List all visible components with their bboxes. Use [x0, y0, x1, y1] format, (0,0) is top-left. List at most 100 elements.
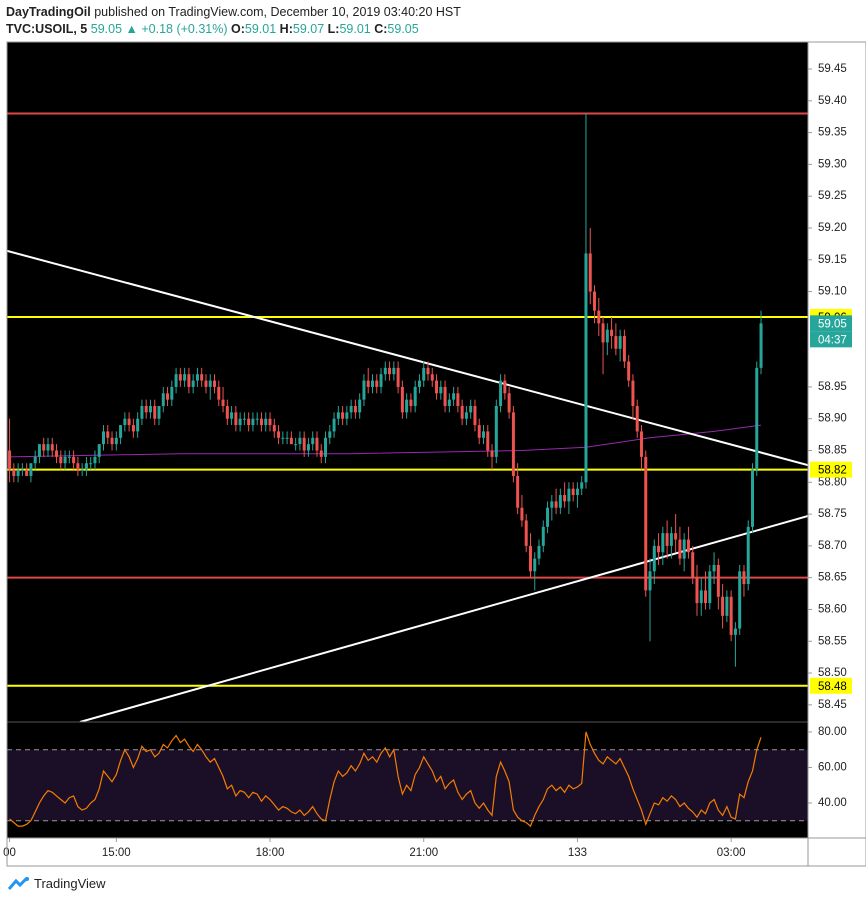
- candle-body: [482, 431, 486, 438]
- candle-body: [37, 444, 41, 457]
- candle-body: [541, 526, 545, 546]
- candle-body: [631, 380, 635, 407]
- candle-body: [200, 374, 204, 381]
- candle-body: [272, 425, 276, 432]
- candle-body: [601, 323, 605, 343]
- candle-body: [721, 596, 725, 616]
- candle-body: [251, 418, 255, 426]
- candle-body: [114, 437, 118, 445]
- candle-body: [464, 412, 468, 419]
- x-tick-label: 21:00: [409, 847, 438, 859]
- ohlc-value: 59.07: [292, 22, 325, 36]
- brand: TradingView: [34, 876, 106, 891]
- published: published on TradingView.com, December 1…: [94, 5, 461, 19]
- candle-body: [584, 253, 588, 483]
- last-price-label: 59.05: [818, 318, 847, 330]
- ohlc-label: C:: [374, 22, 388, 36]
- candle-body: [183, 374, 187, 381]
- candle-body: [558, 495, 562, 508]
- candle-body: [225, 406, 229, 419]
- candle-body: [580, 482, 584, 489]
- candle-body: [157, 406, 161, 419]
- candle-body: [153, 406, 157, 419]
- countdown-label: 04:37: [818, 334, 847, 346]
- candle-body: [456, 393, 460, 407]
- candle-body: [674, 533, 678, 540]
- y-tick-label: 59.45: [818, 63, 847, 75]
- candle-body: [447, 399, 451, 407]
- candle-body: [597, 310, 601, 324]
- candle-body: [708, 571, 712, 604]
- candle-body: [417, 380, 421, 387]
- candle-body: [136, 418, 140, 432]
- candle-body: [93, 456, 97, 464]
- candle-body: [588, 253, 592, 292]
- candle-body: [76, 463, 80, 470]
- candle-body: [644, 456, 648, 591]
- candle-body: [80, 469, 84, 471]
- x-tick-label: 133: [568, 847, 587, 859]
- candle-body: [285, 437, 289, 439]
- candle-body: [119, 425, 123, 438]
- candle-body: [332, 418, 336, 432]
- candle-body: [29, 463, 33, 476]
- level-badge: [810, 677, 852, 694]
- candle-body: [388, 367, 392, 375]
- rsi-band: [7, 749, 808, 821]
- candle-body: [729, 596, 733, 635]
- candle-body: [469, 406, 473, 413]
- x-tick-label: 03:00: [717, 847, 746, 859]
- candle-body: [345, 412, 349, 419]
- candle-body: [618, 336, 622, 349]
- candle-body: [166, 393, 170, 400]
- y-tick-label: 58.90: [818, 413, 847, 425]
- candle-body: [648, 571, 652, 591]
- candle-body: [537, 545, 541, 559]
- candle-body: [490, 450, 494, 457]
- candle-body: [55, 450, 59, 457]
- candle-body: [349, 406, 353, 413]
- change: ▲ +0.18 (+0.31%): [125, 22, 228, 36]
- candle-body: [575, 488, 579, 496]
- candle-body: [699, 590, 703, 604]
- x-tick-label: 15:00: [102, 847, 131, 859]
- y-tick-label: 58.65: [818, 572, 847, 584]
- candle-body: [208, 380, 212, 387]
- header-line: TVC:USOIL, 5 59.05 ▲ +0.18 (+0.31%) O:59…: [6, 21, 461, 38]
- ohlc-label: O:: [231, 22, 245, 36]
- candle-body: [593, 291, 597, 311]
- y-tick-label: 58.50: [818, 667, 847, 679]
- candle-body: [704, 590, 708, 604]
- publisher: DayTradingOil: [6, 5, 91, 19]
- y-tick-label: 59.10: [818, 286, 847, 298]
- candle-body: [289, 437, 293, 445]
- candle-body: [178, 374, 182, 381]
- candle-body: [759, 323, 763, 368]
- candle-body: [174, 374, 178, 387]
- footer: TradingView: [8, 876, 106, 891]
- level-badge: [810, 461, 852, 478]
- rsi-tick-label: 60.00: [818, 762, 847, 774]
- candle-body: [315, 437, 319, 451]
- candle-body: [614, 336, 618, 349]
- candle-body: [657, 545, 661, 553]
- candle-body: [8, 450, 12, 470]
- candle-body: [473, 406, 477, 426]
- y-tick-label: 58.55: [818, 635, 847, 647]
- candle-body: [639, 431, 643, 457]
- candle-body: [20, 469, 24, 471]
- y-tick-label: 58.45: [818, 699, 847, 711]
- candle-body: [336, 412, 340, 419]
- candle-body: [528, 545, 532, 572]
- candle-body: [725, 596, 729, 616]
- candle-body: [554, 501, 558, 508]
- candle-body: [161, 393, 165, 407]
- candle-body: [405, 399, 409, 413]
- candle-body: [217, 386, 221, 400]
- candle-body: [127, 418, 131, 426]
- candle-body: [370, 380, 374, 387]
- chart: 59.45 59.40 59.35 59.30 59.25 59.20 59.15 59.10…: [3, 41, 866, 867]
- candle-body: [84, 463, 88, 470]
- ohlc-label: L:: [327, 22, 340, 36]
- candle-body: [400, 386, 404, 413]
